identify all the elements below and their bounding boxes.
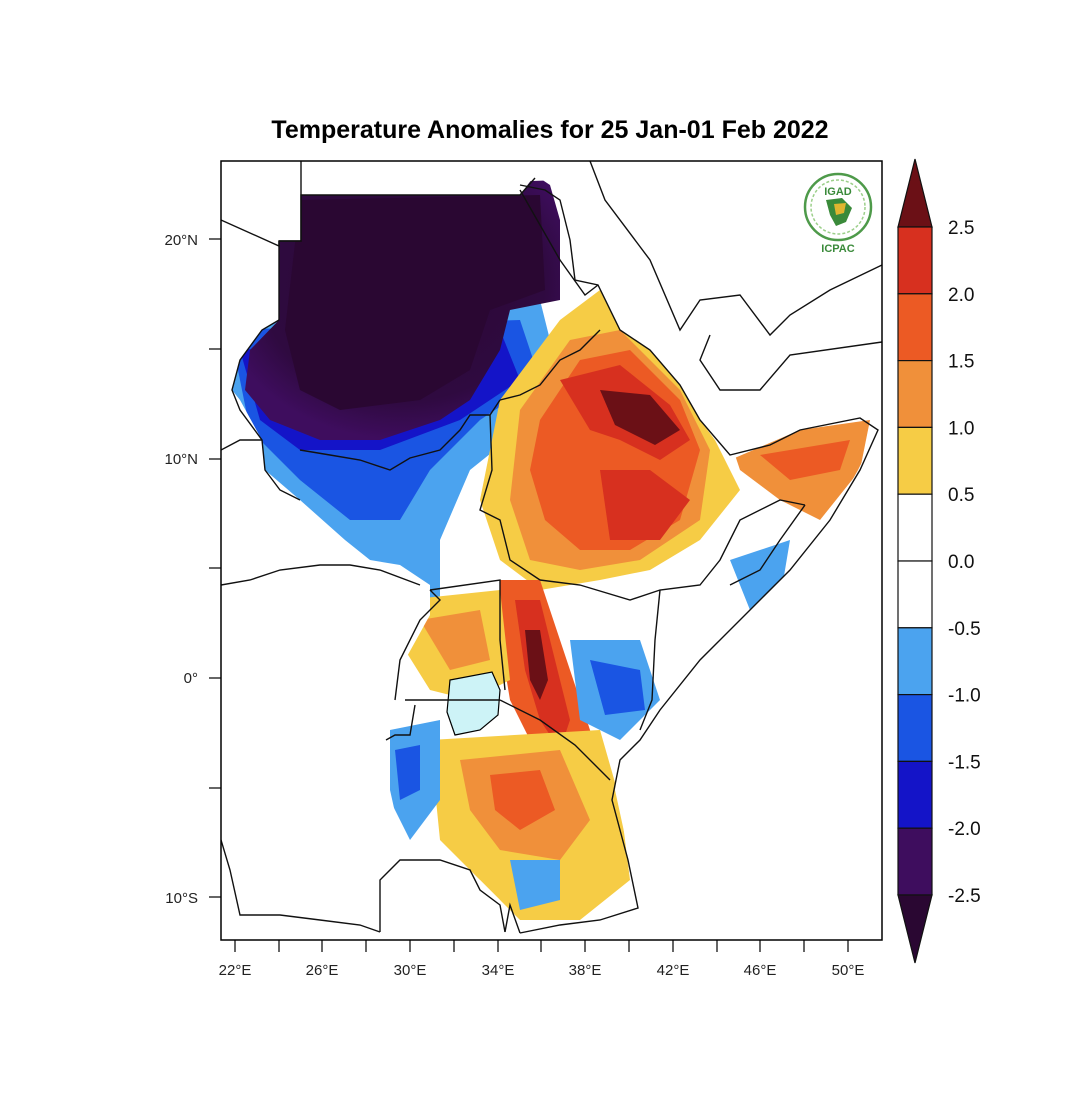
map-frame (220, 160, 883, 941)
colorbar-band (897, 426, 933, 495)
colorbar-band (897, 360, 933, 429)
map-title: Temperature Anomalies for 25 Jan-01 Feb … (271, 116, 829, 144)
logo-top-text: IGAD (824, 186, 852, 198)
lon-label-50e: 50°E (832, 962, 865, 979)
colorbar-band (897, 693, 933, 762)
colorbar-label: 0.0 (948, 552, 974, 573)
lon-label-26e: 26°E (306, 962, 339, 979)
colorbar-band (897, 560, 933, 629)
lat-ticks (209, 238, 221, 898)
lon-label-46e: 46°E (744, 962, 777, 979)
lat-label-10n: 10°N (164, 451, 198, 468)
colorbar-top-arrow (897, 158, 933, 228)
colorbar-label: 1.5 (948, 352, 974, 373)
colorbar-bottom-arrow (897, 894, 933, 964)
colorbar-label: 2.0 (948, 285, 974, 306)
lon-label-38e: 38°E (569, 962, 602, 979)
colorbar-label: -2.0 (948, 819, 981, 840)
colorbar-label: -0.5 (948, 619, 981, 640)
colorbar-band (897, 293, 933, 362)
colorbar-label: 1.0 (948, 418, 974, 439)
lon-label-34e: 34°E (482, 962, 515, 979)
lon-label-22e: 22°E (219, 962, 252, 979)
colorbar-band (897, 827, 933, 896)
lat-label-0: 0° (184, 670, 198, 687)
country-boundaries (221, 161, 882, 934)
colorbar-label: -1.0 (948, 686, 981, 707)
igad-icpac-logo: IGAD ICPAC (803, 172, 873, 255)
colorbar-labels: 2.5 2.0 1.5 1.0 0.5 0.0 -0.5 -1.0 -1.5 -2.0 -2.5 (948, 218, 981, 907)
colorbar-band (897, 493, 933, 562)
colorbar-label: -1.5 (948, 752, 981, 773)
colorbar-label: 2.5 (948, 218, 974, 239)
colorbar-band (897, 760, 933, 829)
lon-ticks (234, 940, 849, 952)
colorbar-label: -2.5 (948, 886, 981, 907)
lon-label-42e: 42°E (657, 962, 690, 979)
logo-bottom-text: ICPAC (821, 243, 854, 255)
lake-victoria (446, 671, 501, 736)
colorbar-label: 0.5 (948, 485, 974, 506)
colorbar-band (897, 627, 933, 696)
lon-label-30e: 30°E (394, 962, 427, 979)
colorbar-band (897, 226, 933, 295)
lat-label-20n: 20°N (164, 232, 198, 249)
lat-label-10s: 10°S (165, 890, 198, 907)
colorbar (897, 158, 933, 964)
